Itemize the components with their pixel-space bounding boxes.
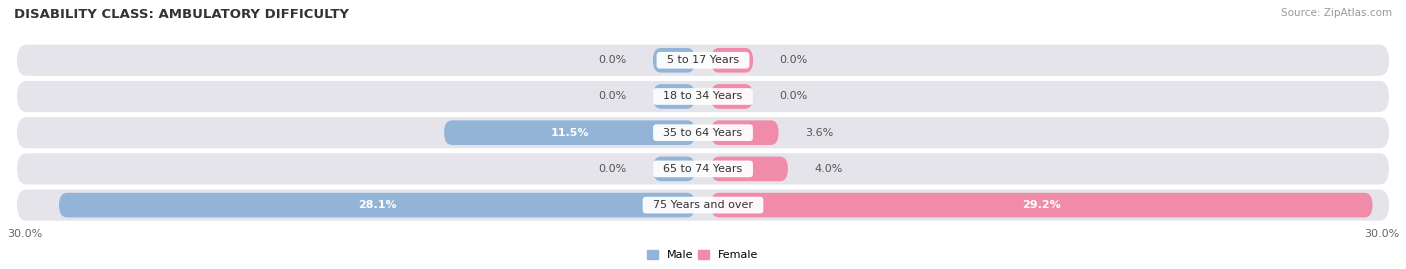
FancyBboxPatch shape <box>652 84 695 109</box>
FancyBboxPatch shape <box>652 48 695 73</box>
FancyBboxPatch shape <box>711 157 787 181</box>
FancyBboxPatch shape <box>711 48 754 73</box>
Text: 29.2%: 29.2% <box>1022 200 1062 210</box>
Text: 28.1%: 28.1% <box>357 200 396 210</box>
Text: 0.0%: 0.0% <box>598 91 627 101</box>
Text: 35 to 64 Years: 35 to 64 Years <box>657 128 749 138</box>
Text: 11.5%: 11.5% <box>550 128 589 138</box>
Text: 0.0%: 0.0% <box>598 164 627 174</box>
Text: 3.6%: 3.6% <box>806 128 834 138</box>
Text: DISABILITY CLASS: AMBULATORY DIFFICULTY: DISABILITY CLASS: AMBULATORY DIFFICULTY <box>14 8 349 21</box>
Text: 30.0%: 30.0% <box>7 229 42 239</box>
FancyBboxPatch shape <box>711 193 1372 217</box>
Text: 0.0%: 0.0% <box>598 55 627 65</box>
FancyBboxPatch shape <box>711 84 754 109</box>
Text: 4.0%: 4.0% <box>814 164 842 174</box>
Text: 65 to 74 Years: 65 to 74 Years <box>657 164 749 174</box>
Text: 18 to 34 Years: 18 to 34 Years <box>657 91 749 101</box>
Text: Source: ZipAtlas.com: Source: ZipAtlas.com <box>1281 8 1392 18</box>
FancyBboxPatch shape <box>17 153 1389 185</box>
FancyBboxPatch shape <box>17 117 1389 148</box>
FancyBboxPatch shape <box>444 121 695 145</box>
FancyBboxPatch shape <box>711 121 779 145</box>
FancyBboxPatch shape <box>17 45 1389 76</box>
Text: 5 to 17 Years: 5 to 17 Years <box>659 55 747 65</box>
Text: 0.0%: 0.0% <box>779 91 808 101</box>
FancyBboxPatch shape <box>17 81 1389 112</box>
Text: 0.0%: 0.0% <box>779 55 808 65</box>
FancyBboxPatch shape <box>59 193 695 217</box>
FancyBboxPatch shape <box>17 190 1389 221</box>
FancyBboxPatch shape <box>652 157 695 181</box>
Text: 30.0%: 30.0% <box>1364 229 1399 239</box>
Legend: Male, Female: Male, Female <box>643 245 763 264</box>
Text: 75 Years and over: 75 Years and over <box>645 200 761 210</box>
